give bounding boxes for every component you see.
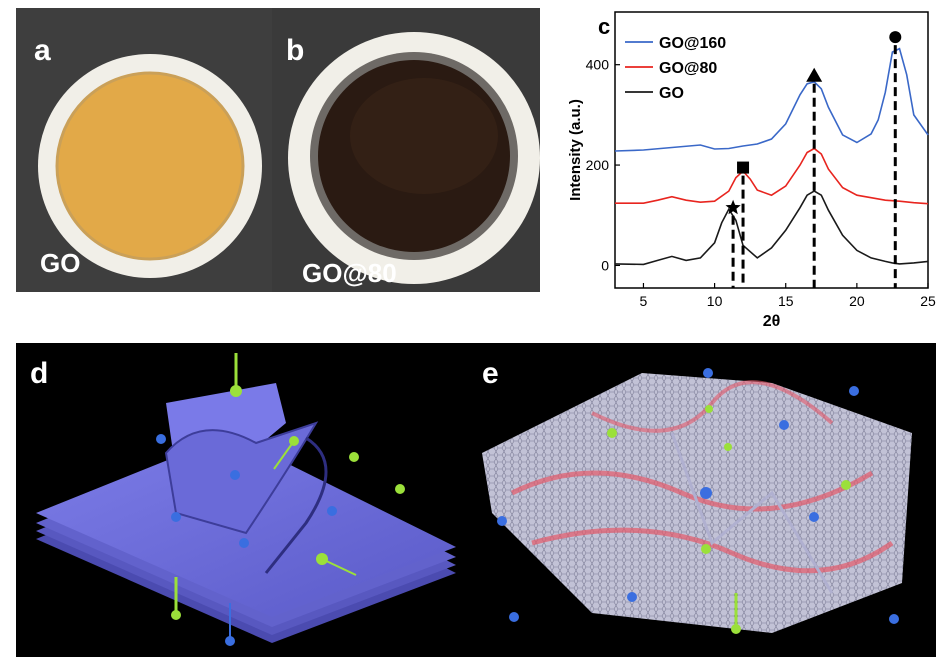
plot-frame bbox=[614, 11, 929, 289]
green-ball bbox=[171, 610, 181, 620]
peak-marker-star bbox=[725, 199, 741, 215]
green-ball bbox=[841, 480, 851, 490]
series-line-go-160 bbox=[614, 47, 929, 152]
x-tick-label: 20 bbox=[849, 293, 865, 309]
go-membrane bbox=[57, 73, 243, 259]
green-ball bbox=[607, 428, 617, 438]
peak-marker-triangle bbox=[806, 67, 823, 82]
x-axis-label: 2θ bbox=[763, 313, 781, 330]
x-tick-label: 5 bbox=[640, 293, 648, 309]
green-ball bbox=[705, 405, 713, 413]
blue-ball bbox=[171, 512, 181, 522]
panel-b-go80-photo: b GO@80 bbox=[272, 8, 540, 292]
blue-ball bbox=[156, 434, 166, 444]
legend-label: GO@80 bbox=[659, 60, 717, 77]
green-ball bbox=[395, 484, 405, 494]
blue-ball bbox=[849, 386, 859, 396]
go-membrane-photo bbox=[16, 8, 272, 292]
green-ball bbox=[701, 544, 711, 554]
blue-ball bbox=[889, 614, 899, 624]
go-sheets-wrinkled bbox=[482, 368, 912, 634]
green-ball bbox=[230, 385, 242, 397]
panel-letter-e: e bbox=[482, 357, 499, 390]
blue-ball bbox=[230, 470, 240, 480]
panel-letter-d: d bbox=[30, 357, 49, 390]
blue-ball bbox=[509, 612, 519, 622]
blue-ball bbox=[779, 420, 789, 430]
blue-ball bbox=[627, 592, 637, 602]
panel-letter-c: c bbox=[598, 14, 610, 39]
y-tick-label: 200 bbox=[586, 157, 610, 173]
sample-label-go80: GO@80 bbox=[302, 258, 397, 288]
panel-letter-b: b bbox=[286, 34, 305, 67]
peak-marker-square bbox=[737, 161, 750, 174]
y-tick-label: 0 bbox=[601, 257, 609, 273]
panel-c-xrd-chart: c 5 10 15 20 25 0 200 400 2θ Intensity (a.u.) GO@1… bbox=[540, 0, 945, 330]
panel-d-go-stack-illustration: d bbox=[16, 343, 472, 657]
green-ball bbox=[349, 452, 359, 462]
x-tick-label: 10 bbox=[707, 293, 723, 309]
xrd-chart: c 5 10 15 20 25 0 200 400 2θ Intensity (a.u.) GO@1… bbox=[567, 11, 936, 330]
y-tick-label: 400 bbox=[586, 57, 610, 73]
panel-a-go-photo: a GO bbox=[16, 8, 272, 292]
blue-ball bbox=[327, 506, 337, 516]
blue-ball bbox=[497, 516, 507, 526]
go-sheets-stack bbox=[36, 353, 456, 646]
peak-marker-circle bbox=[889, 31, 902, 44]
blue-ball bbox=[703, 368, 713, 378]
panel-letter-a: a bbox=[34, 34, 51, 67]
x-tick-label: 15 bbox=[778, 293, 794, 309]
series-line-go-80 bbox=[615, 147, 929, 205]
legend-label: GO@160 bbox=[659, 35, 726, 52]
green-ball bbox=[724, 443, 732, 451]
blue-ball bbox=[225, 636, 235, 646]
sample-label-go: GO bbox=[40, 248, 81, 278]
panel-e-go-wrinkled-illustration: e bbox=[472, 343, 936, 657]
green-ball bbox=[731, 624, 741, 634]
x-tick-label: 25 bbox=[920, 293, 936, 309]
y-axis-label: Intensity (a.u.) bbox=[567, 99, 584, 201]
blue-ball bbox=[809, 512, 819, 522]
series-line-go bbox=[614, 190, 929, 266]
blue-ball bbox=[239, 538, 249, 548]
legend-label: GO bbox=[659, 85, 684, 102]
go80-membrane-photo bbox=[272, 8, 540, 292]
blue-ball bbox=[700, 487, 712, 499]
